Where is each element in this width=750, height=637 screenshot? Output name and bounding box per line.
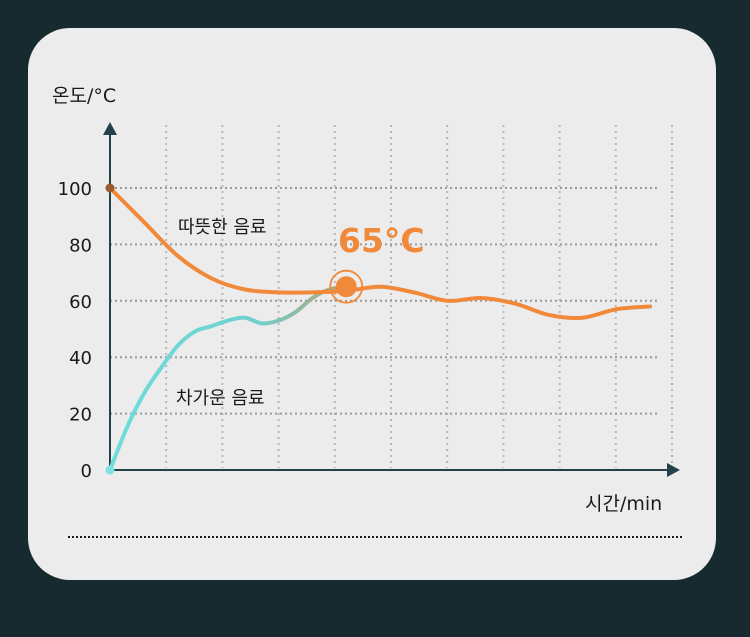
series-line-warm (108, 186, 652, 321)
y-tick-label: 60 (69, 292, 92, 313)
y-tick-label: 20 (69, 405, 92, 426)
y-axis-label: 온도/°C (52, 85, 116, 107)
series-line-cool (108, 284, 349, 472)
highlight-ring (329, 269, 364, 304)
warm-start-point (105, 183, 115, 193)
y-tick-label: 100 (58, 179, 92, 200)
chart-card (28, 28, 716, 580)
highlight-point (335, 276, 357, 298)
highlight-label: 65°C (338, 221, 425, 260)
y-axis-arrow (103, 122, 117, 135)
series-label-warm: 따뜻한 음료 (178, 217, 267, 238)
series-label-cool: 차가운 음료 (176, 388, 265, 409)
y-tick-label: 80 (69, 235, 92, 256)
cool-start-point (105, 465, 115, 475)
x-axis-label: 시간/min (585, 493, 662, 515)
y-tick-label: 40 (69, 348, 92, 369)
y-tick-label: 0 (81, 461, 92, 482)
x-axis-arrow (667, 463, 680, 477)
